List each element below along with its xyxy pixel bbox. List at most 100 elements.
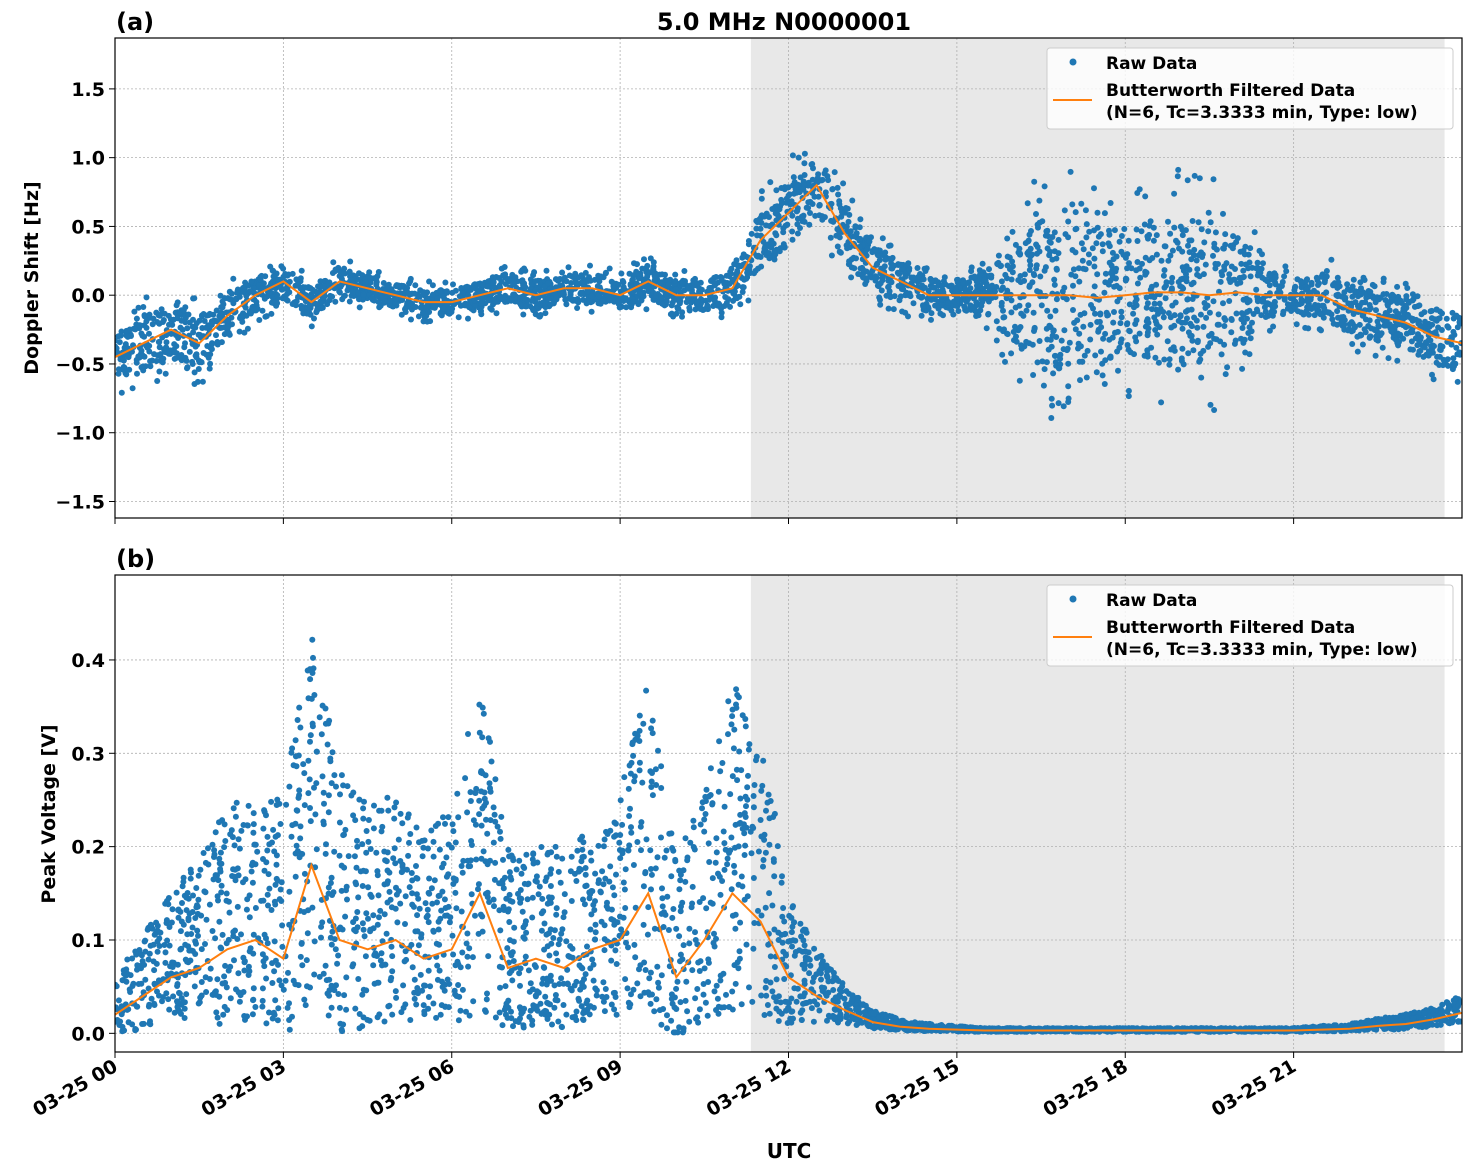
raw-point bbox=[743, 723, 749, 729]
raw-point bbox=[328, 880, 334, 886]
raw-point bbox=[1432, 316, 1438, 322]
raw-point bbox=[1135, 281, 1141, 287]
raw-point bbox=[719, 314, 725, 320]
raw-point bbox=[1198, 312, 1204, 318]
raw-point bbox=[1318, 327, 1324, 333]
raw-point bbox=[492, 776, 498, 782]
raw-point bbox=[119, 390, 125, 396]
raw-point bbox=[520, 312, 526, 318]
raw-point bbox=[1196, 219, 1202, 225]
raw-point bbox=[1188, 256, 1194, 262]
raw-point bbox=[1161, 357, 1167, 363]
raw-point bbox=[333, 946, 339, 952]
raw-point bbox=[270, 268, 276, 274]
legend-filtered-params: (N=6, Tc=3.3333 min, Type: low) bbox=[1106, 103, 1418, 123]
raw-point bbox=[766, 255, 772, 261]
raw-point bbox=[308, 732, 314, 738]
raw-point bbox=[457, 293, 463, 299]
raw-point bbox=[1076, 279, 1082, 285]
raw-point bbox=[676, 868, 682, 874]
raw-point bbox=[412, 282, 418, 288]
raw-point bbox=[363, 910, 369, 916]
raw-point bbox=[1004, 236, 1010, 242]
raw-point bbox=[1151, 294, 1157, 300]
raw-point bbox=[954, 295, 960, 301]
raw-point bbox=[1042, 183, 1048, 189]
raw-point bbox=[1377, 332, 1383, 338]
raw-point bbox=[1335, 292, 1341, 298]
raw-point bbox=[1221, 263, 1227, 269]
raw-point bbox=[215, 1015, 221, 1021]
raw-point bbox=[1051, 277, 1057, 283]
raw-point bbox=[253, 307, 259, 313]
raw-point bbox=[828, 235, 834, 241]
raw-point bbox=[834, 226, 840, 232]
raw-point bbox=[743, 803, 749, 809]
raw-point bbox=[1044, 326, 1050, 332]
raw-point bbox=[453, 905, 459, 911]
raw-point bbox=[501, 296, 507, 302]
raw-point bbox=[1135, 238, 1141, 244]
raw-point bbox=[781, 976, 787, 982]
raw-point bbox=[1041, 383, 1047, 389]
raw-point bbox=[737, 301, 743, 307]
raw-point bbox=[954, 277, 960, 283]
raw-point bbox=[818, 977, 824, 983]
raw-point bbox=[1119, 233, 1125, 239]
raw-point bbox=[672, 278, 678, 284]
raw-point bbox=[1227, 279, 1233, 285]
raw-point bbox=[287, 1027, 293, 1033]
raw-point bbox=[1095, 329, 1101, 335]
raw-point bbox=[1238, 261, 1244, 267]
raw-point bbox=[1179, 358, 1185, 364]
raw-point bbox=[690, 818, 696, 824]
raw-point bbox=[1162, 285, 1168, 291]
raw-point bbox=[746, 241, 752, 247]
raw-point bbox=[407, 831, 413, 837]
raw-point bbox=[266, 871, 272, 877]
raw-point bbox=[1319, 303, 1325, 309]
raw-point bbox=[549, 1022, 555, 1028]
raw-point bbox=[1108, 355, 1114, 361]
raw-point bbox=[1049, 403, 1055, 409]
raw-point bbox=[159, 306, 165, 312]
raw-point bbox=[172, 356, 178, 362]
raw-point bbox=[1044, 308, 1050, 314]
raw-point bbox=[539, 896, 545, 902]
raw-point bbox=[851, 265, 857, 271]
x-tick-label: 03-25 00 bbox=[29, 1055, 121, 1121]
raw-point bbox=[766, 890, 772, 896]
raw-point bbox=[766, 250, 772, 256]
raw-point bbox=[622, 905, 628, 911]
raw-point bbox=[247, 309, 253, 315]
raw-point bbox=[673, 286, 679, 292]
raw-point bbox=[365, 916, 371, 922]
raw-point bbox=[1240, 325, 1246, 331]
x-tick-label: 03-25 18 bbox=[1039, 1055, 1131, 1121]
raw-point bbox=[210, 312, 216, 318]
raw-point bbox=[363, 850, 369, 856]
raw-point bbox=[1451, 363, 1457, 369]
raw-point bbox=[460, 870, 466, 876]
raw-point bbox=[1065, 234, 1071, 240]
raw-point bbox=[376, 299, 382, 305]
raw-point bbox=[1073, 326, 1079, 332]
raw-point bbox=[1216, 311, 1222, 317]
raw-point bbox=[1247, 260, 1253, 266]
raw-point bbox=[672, 272, 678, 278]
raw-point bbox=[1281, 273, 1287, 279]
raw-point bbox=[658, 1022, 664, 1028]
raw-point bbox=[961, 304, 967, 310]
raw-point bbox=[1335, 279, 1341, 285]
raw-point bbox=[1368, 325, 1374, 331]
raw-point bbox=[1243, 296, 1249, 302]
raw-point bbox=[1360, 342, 1366, 348]
raw-point bbox=[196, 366, 202, 372]
raw-point bbox=[966, 280, 972, 286]
raw-point bbox=[795, 182, 801, 188]
raw-point bbox=[863, 248, 869, 254]
raw-point bbox=[478, 311, 484, 317]
raw-point bbox=[389, 944, 395, 950]
raw-point bbox=[425, 296, 431, 302]
raw-point bbox=[1180, 264, 1186, 270]
